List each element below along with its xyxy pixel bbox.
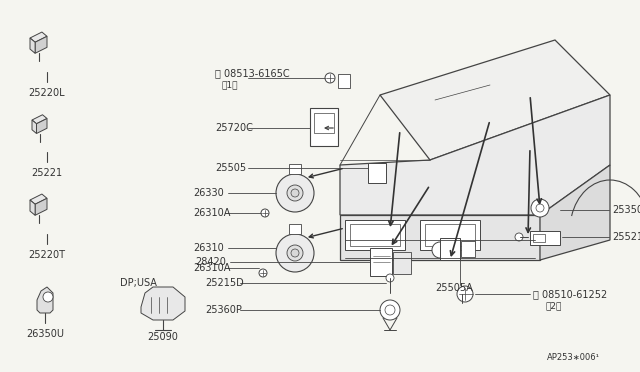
Bar	[425, 224, 475, 246]
Circle shape	[432, 242, 448, 258]
Text: 28420: 28420	[195, 257, 226, 267]
Polygon shape	[340, 95, 610, 215]
Polygon shape	[32, 115, 47, 124]
Text: Ⓢ 08510-61252: Ⓢ 08510-61252	[533, 289, 607, 299]
Text: 25221: 25221	[31, 168, 63, 178]
Circle shape	[261, 209, 269, 217]
Bar	[289, 164, 301, 174]
Text: （2）: （2）	[545, 301, 561, 311]
Bar	[461, 241, 475, 257]
Polygon shape	[141, 287, 185, 320]
Circle shape	[380, 300, 400, 320]
Circle shape	[43, 292, 53, 302]
Polygon shape	[32, 120, 36, 134]
Circle shape	[287, 185, 303, 201]
Circle shape	[531, 199, 549, 217]
Text: 25350P: 25350P	[612, 205, 640, 215]
Text: 25505A: 25505A	[435, 283, 473, 293]
Text: 25505: 25505	[215, 163, 246, 173]
Bar	[314, 113, 334, 133]
Text: 25220L: 25220L	[29, 88, 65, 98]
Circle shape	[515, 233, 523, 241]
Polygon shape	[36, 119, 47, 134]
Bar	[370, 248, 392, 276]
Text: 25215D: 25215D	[205, 278, 244, 288]
Polygon shape	[30, 32, 47, 42]
Bar	[345, 220, 405, 250]
Circle shape	[287, 245, 303, 261]
Circle shape	[325, 73, 335, 83]
Circle shape	[291, 189, 299, 197]
Polygon shape	[35, 198, 47, 215]
Text: 26350U: 26350U	[26, 329, 64, 339]
Bar	[289, 224, 301, 234]
Bar	[338, 74, 350, 88]
Polygon shape	[540, 165, 610, 260]
Circle shape	[276, 174, 314, 212]
Circle shape	[385, 305, 395, 315]
Text: 26330: 26330	[193, 188, 224, 198]
Circle shape	[386, 274, 394, 282]
Bar	[420, 220, 480, 250]
Polygon shape	[30, 200, 35, 215]
Polygon shape	[35, 36, 47, 53]
Text: AP253∗006¹: AP253∗006¹	[547, 353, 600, 362]
Bar	[440, 238, 460, 260]
Text: 25090: 25090	[148, 332, 179, 342]
Bar	[368, 163, 386, 183]
Circle shape	[259, 269, 267, 277]
Polygon shape	[30, 38, 35, 53]
Polygon shape	[37, 287, 53, 313]
Polygon shape	[380, 40, 610, 160]
Bar	[533, 234, 545, 242]
Text: 25220T: 25220T	[29, 250, 65, 260]
Text: Ⓢ 08513-6165C: Ⓢ 08513-6165C	[215, 68, 290, 78]
Text: 26310A: 26310A	[193, 208, 230, 218]
Text: （1）: （1）	[221, 80, 237, 90]
Bar	[310, 108, 338, 146]
Text: 25521N: 25521N	[612, 232, 640, 242]
Bar	[350, 224, 400, 246]
Circle shape	[291, 249, 299, 257]
Bar	[393, 252, 411, 274]
Text: DP;USA: DP;USA	[120, 278, 157, 288]
Text: 26310: 26310	[193, 243, 224, 253]
Circle shape	[536, 204, 544, 212]
Text: 25360P: 25360P	[205, 305, 242, 315]
Text: 26310A: 26310A	[193, 263, 230, 273]
Bar	[530, 231, 560, 245]
Polygon shape	[30, 194, 47, 204]
Circle shape	[276, 234, 314, 272]
Text: 25720C: 25720C	[215, 123, 253, 133]
Polygon shape	[340, 215, 540, 260]
Circle shape	[457, 286, 473, 302]
